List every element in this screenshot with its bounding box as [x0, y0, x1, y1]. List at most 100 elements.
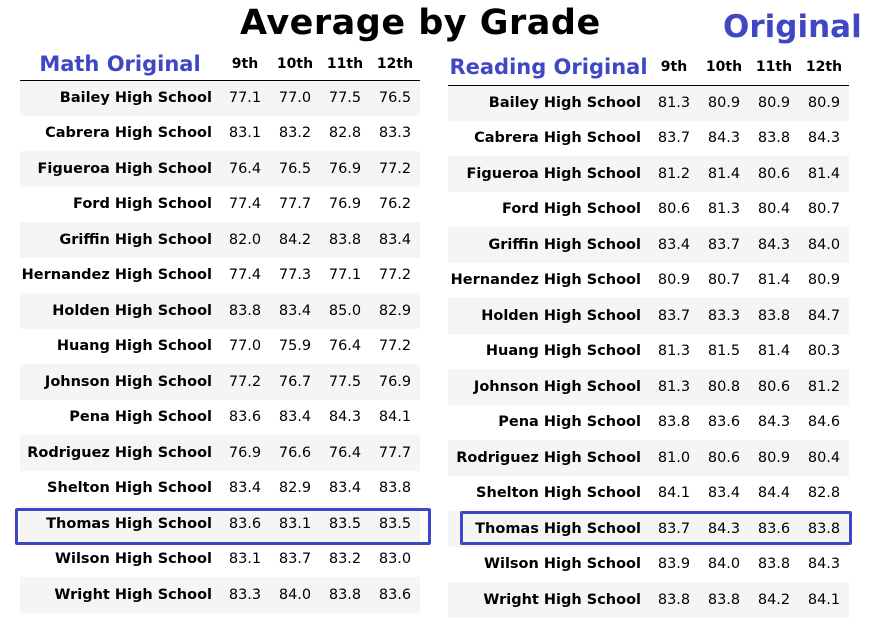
- score-cell: 80.3: [799, 333, 849, 369]
- table-row: Shelton High School 84.1 83.4 84.4 82.8: [448, 475, 849, 511]
- table-row: Cabrera High School 83.1 83.2 82.8 83.3: [20, 115, 420, 151]
- score-cell: 83.5: [320, 506, 370, 542]
- score-cell: 80.9: [799, 262, 849, 298]
- score-cell: 76.4: [320, 435, 370, 471]
- score-cell: 80.9: [749, 85, 799, 121]
- score-cell: 84.1: [370, 399, 420, 435]
- school-name-cell: Ford High School: [448, 191, 649, 227]
- math-table-body: Bailey High School 77.1 77.0 77.5 76.5 Cabrer…: [20, 80, 420, 613]
- score-cell: 84.0: [699, 546, 749, 582]
- score-cell: 80.4: [799, 440, 849, 476]
- table-row: Figueroa High School 76.4 76.5 76.9 77.2: [20, 151, 420, 187]
- score-cell: 81.5: [699, 333, 749, 369]
- table-row: Wright High School 83.8 83.8 84.2 84.1: [448, 582, 849, 618]
- table-row: Wilson High School 83.9 84.0 83.8 84.3: [448, 546, 849, 582]
- math-col-header: 10th: [270, 48, 320, 81]
- table-row: Huang High School 81.3 81.5 81.4 80.3: [448, 333, 849, 369]
- score-cell: 83.8: [749, 120, 799, 156]
- score-cell: 81.4: [749, 333, 799, 369]
- school-name-cell: Huang High School: [20, 328, 220, 364]
- score-cell: 77.0: [220, 328, 270, 364]
- score-cell: 83.8: [649, 404, 699, 440]
- score-cell: 83.3: [370, 115, 420, 151]
- table-row: Bailey High School 81.3 80.9 80.9 80.9: [448, 85, 849, 121]
- table-row: Ford High School 77.4 77.7 76.9 76.2: [20, 186, 420, 222]
- score-cell: 83.8: [749, 298, 799, 334]
- score-cell: 76.9: [220, 435, 270, 471]
- score-cell: 83.6: [370, 577, 420, 613]
- school-name-cell: Johnson High School: [448, 369, 649, 405]
- score-cell: 76.2: [370, 186, 420, 222]
- score-cell: 83.8: [649, 582, 699, 618]
- score-cell: 83.8: [699, 582, 749, 618]
- score-cell: 84.3: [799, 120, 849, 156]
- score-cell: 76.4: [220, 151, 270, 187]
- school-name-cell: Thomas High School: [20, 506, 220, 542]
- score-cell: 82.8: [799, 475, 849, 511]
- math-table-heading: Math Original: [20, 48, 220, 81]
- reading-col-header: 10th: [699, 50, 749, 86]
- score-cell: 84.3: [749, 227, 799, 263]
- score-cell: 83.9: [649, 546, 699, 582]
- score-cell: 83.1: [220, 115, 270, 151]
- score-cell: 77.4: [220, 186, 270, 222]
- score-cell: 82.8: [320, 115, 370, 151]
- reading-table-panel: Reading Original 9th 10th 11th 12th Bail…: [448, 50, 849, 618]
- score-cell: 83.1: [270, 506, 320, 542]
- score-cell: 83.4: [320, 470, 370, 506]
- table-row: Hernandez High School 80.9 80.7 81.4 80.9: [448, 262, 849, 298]
- score-cell: 81.4: [749, 262, 799, 298]
- score-cell: 76.5: [270, 151, 320, 187]
- school-name-cell: Wilson High School: [448, 546, 649, 582]
- score-cell: 84.2: [749, 582, 799, 618]
- score-cell: 83.7: [270, 541, 320, 577]
- score-cell: 75.9: [270, 328, 320, 364]
- math-table-panel: Math Original 9th 10th 11th 12th Bailey …: [20, 48, 420, 613]
- score-cell: 84.1: [799, 582, 849, 618]
- score-cell: 80.7: [799, 191, 849, 227]
- score-cell: 76.9: [370, 364, 420, 400]
- score-cell: 77.5: [320, 364, 370, 400]
- score-cell: 83.4: [270, 399, 320, 435]
- score-cell: 82.9: [370, 293, 420, 329]
- score-cell: 81.3: [649, 369, 699, 405]
- score-cell: 77.4: [220, 257, 270, 293]
- score-cell: 82.0: [220, 222, 270, 258]
- score-cell: 84.3: [699, 511, 749, 547]
- score-cell: 84.2: [270, 222, 320, 258]
- score-cell: 77.2: [220, 364, 270, 400]
- score-cell: 83.0: [370, 541, 420, 577]
- score-cell: 77.2: [370, 257, 420, 293]
- score-cell: 76.9: [320, 186, 370, 222]
- table-row: Wright High School 83.3 84.0 83.8 83.6: [20, 577, 420, 613]
- score-cell: 83.4: [220, 470, 270, 506]
- school-name-cell: Cabrera High School: [20, 115, 220, 151]
- table-row: Holden High School 83.7 83.3 83.8 84.7: [448, 298, 849, 334]
- school-name-cell: Pena High School: [20, 399, 220, 435]
- table-row: Shelton High School 83.4 82.9 83.4 83.8: [20, 470, 420, 506]
- score-cell: 83.2: [270, 115, 320, 151]
- school-name-cell: Wright High School: [20, 577, 220, 613]
- reading-table-heading: Reading Original: [448, 50, 649, 86]
- score-cell: 80.9: [799, 85, 849, 121]
- score-cell: 81.2: [649, 156, 699, 192]
- school-name-cell: Figueroa High School: [20, 151, 220, 187]
- score-cell: 83.7: [649, 120, 699, 156]
- table-row: Rodriguez High School 81.0 80.6 80.9 80.4: [448, 440, 849, 476]
- math-col-header: 9th: [220, 48, 270, 81]
- math-header-row: Math Original 9th 10th 11th 12th: [20, 48, 420, 81]
- school-name-cell: Hernandez High School: [448, 262, 649, 298]
- school-name-cell: Shelton High School: [20, 470, 220, 506]
- score-cell: 84.7: [799, 298, 849, 334]
- score-cell: 77.0: [270, 80, 320, 116]
- score-cell: 83.3: [699, 298, 749, 334]
- school-name-cell: Bailey High School: [20, 80, 220, 116]
- math-col-header: 11th: [320, 48, 370, 81]
- school-name-cell: Holden High School: [448, 298, 649, 334]
- table-row: Johnson High School 77.2 76.7 77.5 76.9: [20, 364, 420, 400]
- score-cell: 83.3: [220, 577, 270, 613]
- reading-highlight-box: [460, 511, 852, 545]
- table-row: Thomas High School 83.7 84.3 83.6 83.8: [448, 511, 849, 547]
- version-label: Original: [723, 9, 862, 45]
- score-cell: 84.6: [799, 404, 849, 440]
